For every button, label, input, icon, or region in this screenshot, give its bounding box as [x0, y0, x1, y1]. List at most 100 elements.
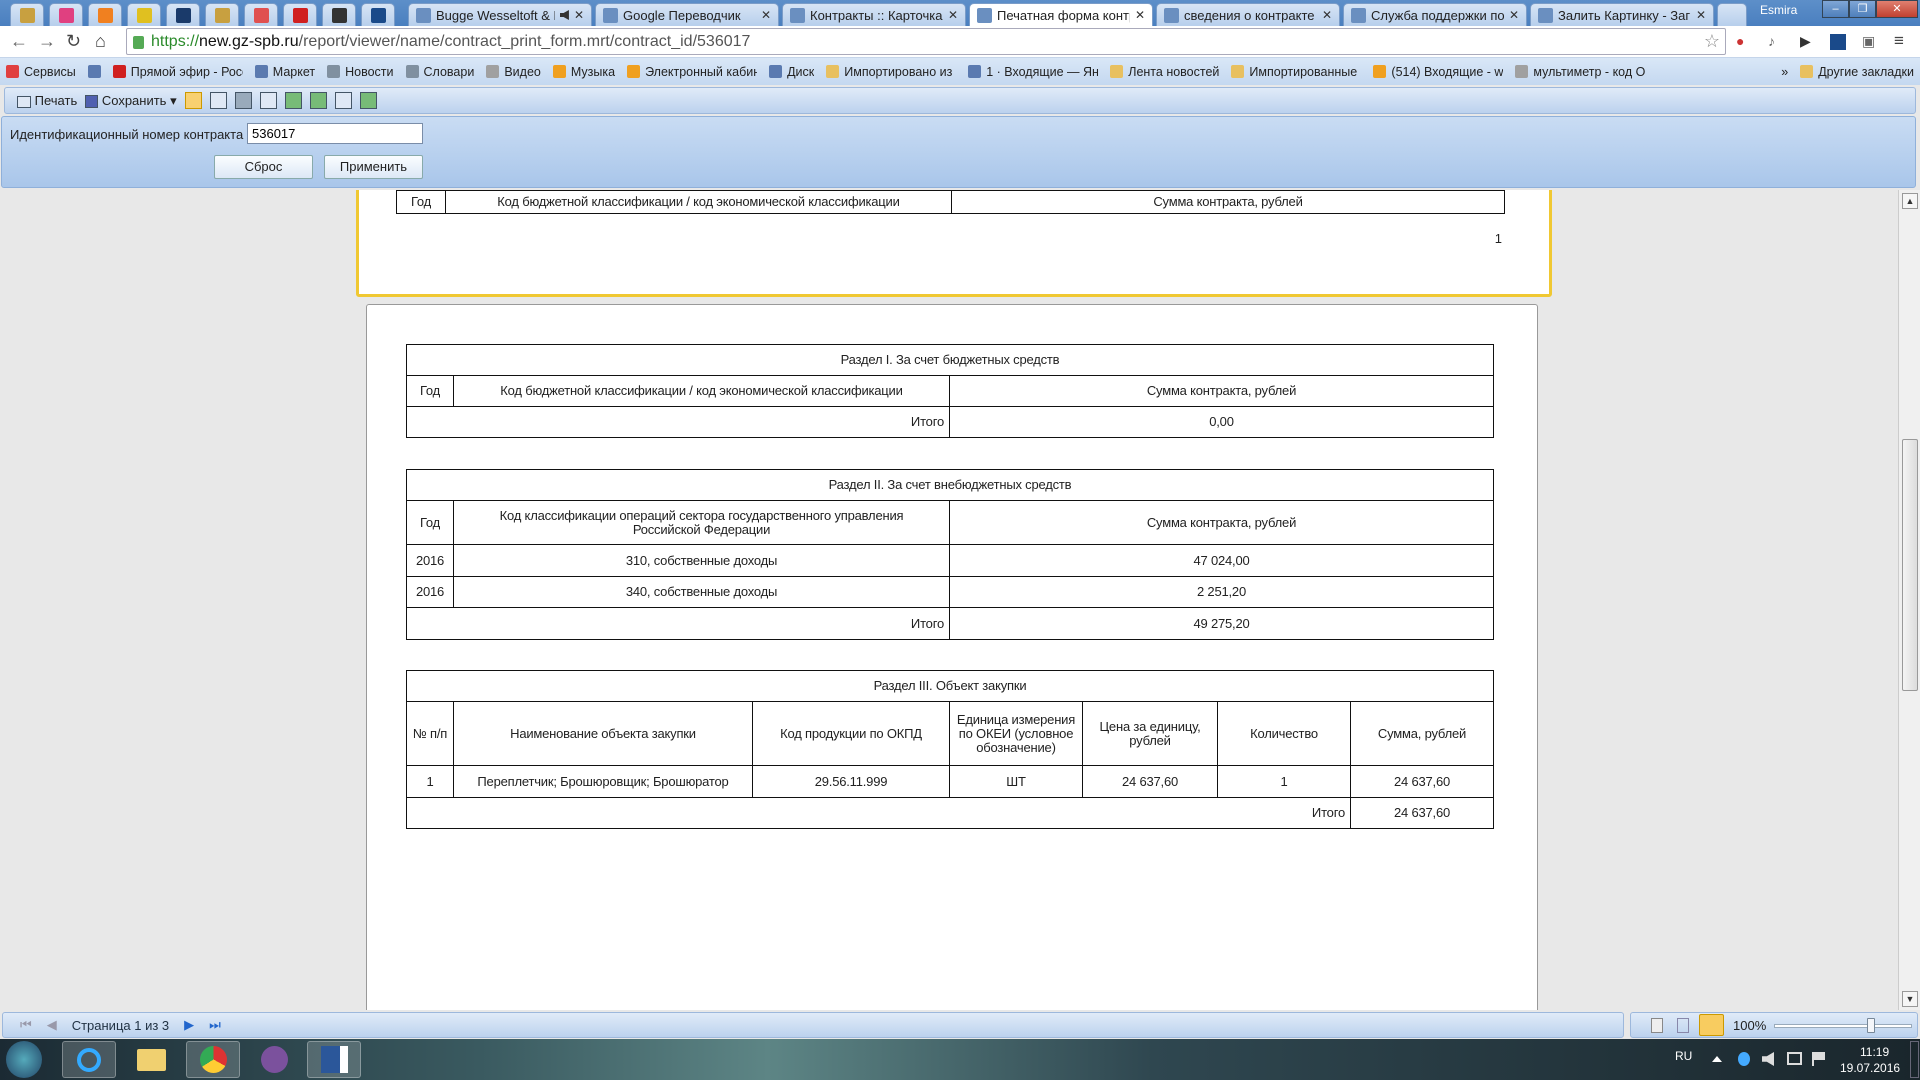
scrollbar-thumb[interactable]: [1902, 439, 1918, 691]
bookmark-item[interactable]: Импортированные и: [1225, 65, 1367, 79]
view-mode-icon[interactable]: [359, 92, 377, 109]
previous-page-icon[interactable]: ◀: [46, 1017, 57, 1032]
vertical-scrollbar[interactable]: ▲ ▼: [1898, 190, 1920, 1010]
bookmark-item[interactable]: мультиметр - код ОК: [1509, 65, 1651, 79]
bookmark-item[interactable]: (514) Входящие - wat: [1367, 65, 1509, 79]
b-extension-icon[interactable]: [1830, 34, 1846, 50]
viber-icon[interactable]: [247, 1041, 301, 1078]
show-hidden-icons-icon[interactable]: [1712, 1056, 1722, 1062]
page-setup-icon[interactable]: [334, 92, 352, 109]
internet-explorer-icon[interactable]: [62, 1041, 116, 1078]
extension-icon[interactable]: ●: [1736, 33, 1745, 49]
scroll-down-icon[interactable]: ▼: [1902, 991, 1918, 1007]
browser-tab[interactable]: Bugge Wesseltoft & H ✕: [408, 3, 592, 26]
find-icon[interactable]: [234, 92, 252, 109]
new-tab-button[interactable]: [1717, 3, 1747, 26]
zoom-slider-thumb[interactable]: [1866, 1018, 1875, 1033]
close-tab-icon[interactable]: ✕: [1321, 8, 1332, 22]
back-icon[interactable]: ←: [10, 31, 28, 51]
messenger-icon[interactable]: [1738, 1052, 1750, 1066]
bookmark-item[interactable]: Словари: [400, 65, 481, 79]
pinned-tab[interactable]: [322, 3, 356, 26]
address-bar[interactable]: https://new.gz-spb.ru/report/viewer/name…: [126, 28, 1726, 55]
profile-name[interactable]: Esmira: [1760, 3, 1798, 17]
close-tab-icon[interactable]: ✕: [1508, 8, 1519, 22]
file-explorer-icon[interactable]: [124, 1041, 178, 1078]
bookmark-star-icon[interactable]: ☆: [1703, 31, 1720, 51]
reload-icon[interactable]: ↻: [66, 31, 82, 51]
browser-tab[interactable]: Печатная форма контра ✕: [969, 3, 1153, 26]
apply-button[interactable]: Применить: [324, 155, 423, 179]
volume-icon[interactable]: [1762, 1052, 1774, 1066]
pinned-tab[interactable]: [244, 3, 278, 26]
bookmark-item[interactable]: Прямой эфир - Росси: [107, 65, 249, 79]
parameters-toggle-icon[interactable]: [184, 92, 202, 109]
bookmark-item[interactable]: Диск: [763, 65, 820, 79]
first-page-icon[interactable]: ⏮: [20, 1017, 32, 1032]
bookmark-item[interactable]: Импортировано из IE: [820, 65, 962, 79]
scroll-up-icon[interactable]: ▲: [1902, 193, 1918, 209]
bookmark-item[interactable]: [82, 65, 107, 78]
continuous-view-icon[interactable]: [1677, 1018, 1689, 1033]
action-center-flag-icon[interactable]: [1812, 1052, 1825, 1066]
zoom-slider[interactable]: [1774, 1024, 1912, 1028]
pinned-tab[interactable]: [10, 3, 44, 26]
single-page-icon[interactable]: [259, 92, 277, 109]
sound-icon[interactable]: ♪: [1768, 33, 1775, 49]
multi-page-view-icon[interactable]: [1699, 1014, 1724, 1036]
print-button[interactable]: Печать: [17, 93, 77, 108]
maximize-button[interactable]: ❐: [1849, 0, 1876, 18]
pinned-tab[interactable]: [205, 3, 239, 26]
save-button[interactable]: Сохранить ▾: [85, 93, 177, 109]
forward-icon[interactable]: →: [38, 31, 56, 51]
start-button[interactable]: [6, 1041, 42, 1078]
menu-icon[interactable]: ≡: [1894, 31, 1904, 50]
bookmarks-panel-icon[interactable]: [209, 92, 227, 109]
close-tab-icon[interactable]: ✕: [947, 8, 958, 22]
bookmark-item[interactable]: Лента новостей: [1104, 65, 1225, 79]
language-indicator[interactable]: RU: [1675, 1049, 1693, 1063]
browser-tab[interactable]: сведения о контракте в ✕: [1156, 3, 1340, 26]
continuous-icon[interactable]: [284, 92, 302, 109]
close-window-button[interactable]: ✕: [1876, 0, 1918, 18]
pinned-tab[interactable]: [361, 3, 395, 26]
close-tab-icon[interactable]: ✕: [573, 8, 584, 22]
contract-id-input[interactable]: [247, 123, 423, 144]
play-extension-icon[interactable]: ▶: [1800, 33, 1811, 49]
bookmark-item[interactable]: 1 · Входящие — Янде: [962, 65, 1104, 79]
next-page-icon[interactable]: ▶: [184, 1017, 195, 1032]
more-bookmarks-button[interactable]: »: [1781, 64, 1789, 79]
close-tab-icon[interactable]: ✕: [1695, 8, 1706, 22]
browser-tab[interactable]: Залить Картинку - Загр ✕: [1530, 3, 1714, 26]
minimize-button[interactable]: –: [1822, 0, 1849, 18]
browser-tab[interactable]: Контракты :: Карточка к ✕: [782, 3, 966, 26]
chrome-icon[interactable]: [186, 1041, 240, 1078]
bookmark-item[interactable]: Маркет: [249, 65, 321, 79]
last-page-icon[interactable]: ⏭: [209, 1017, 221, 1032]
extension-icon[interactable]: ▣: [1862, 33, 1876, 49]
browser-tab[interactable]: Google Переводчик ✕: [595, 3, 779, 26]
show-desktop-button[interactable]: [1910, 1041, 1919, 1078]
bookmark-item[interactable]: Новости: [321, 65, 399, 79]
single-page-view-icon[interactable]: [1651, 1018, 1663, 1033]
pinned-tab[interactable]: [127, 3, 161, 26]
reset-button[interactable]: Сброс: [214, 155, 313, 179]
pinned-tab[interactable]: [283, 3, 317, 26]
bookmark-item[interactable]: Музыка: [547, 65, 621, 79]
bookmark-item[interactable]: Видео: [480, 65, 547, 79]
multi-page-icon[interactable]: [309, 92, 327, 109]
close-tab-icon[interactable]: ✕: [1134, 8, 1145, 22]
bookmark-item[interactable]: Электронный кабине: [621, 65, 763, 79]
word-icon[interactable]: [307, 1041, 361, 1078]
audio-playing-icon[interactable]: [559, 10, 569, 20]
pinned-tab[interactable]: [88, 3, 122, 26]
pinned-tab[interactable]: [166, 3, 200, 26]
other-bookmarks-folder[interactable]: Другие закладки: [1794, 65, 1920, 79]
clock-time[interactable]: 11:19: [1860, 1045, 1890, 1059]
network-icon[interactable]: [1787, 1052, 1802, 1065]
browser-tab[interactable]: Служба поддержки пол ✕: [1343, 3, 1527, 26]
clock-date[interactable]: 19.07.2016: [1840, 1061, 1901, 1075]
close-tab-icon[interactable]: ✕: [760, 8, 771, 22]
pinned-tab[interactable]: [49, 3, 83, 26]
bookmark-item[interactable]: Сервисы: [0, 65, 82, 79]
